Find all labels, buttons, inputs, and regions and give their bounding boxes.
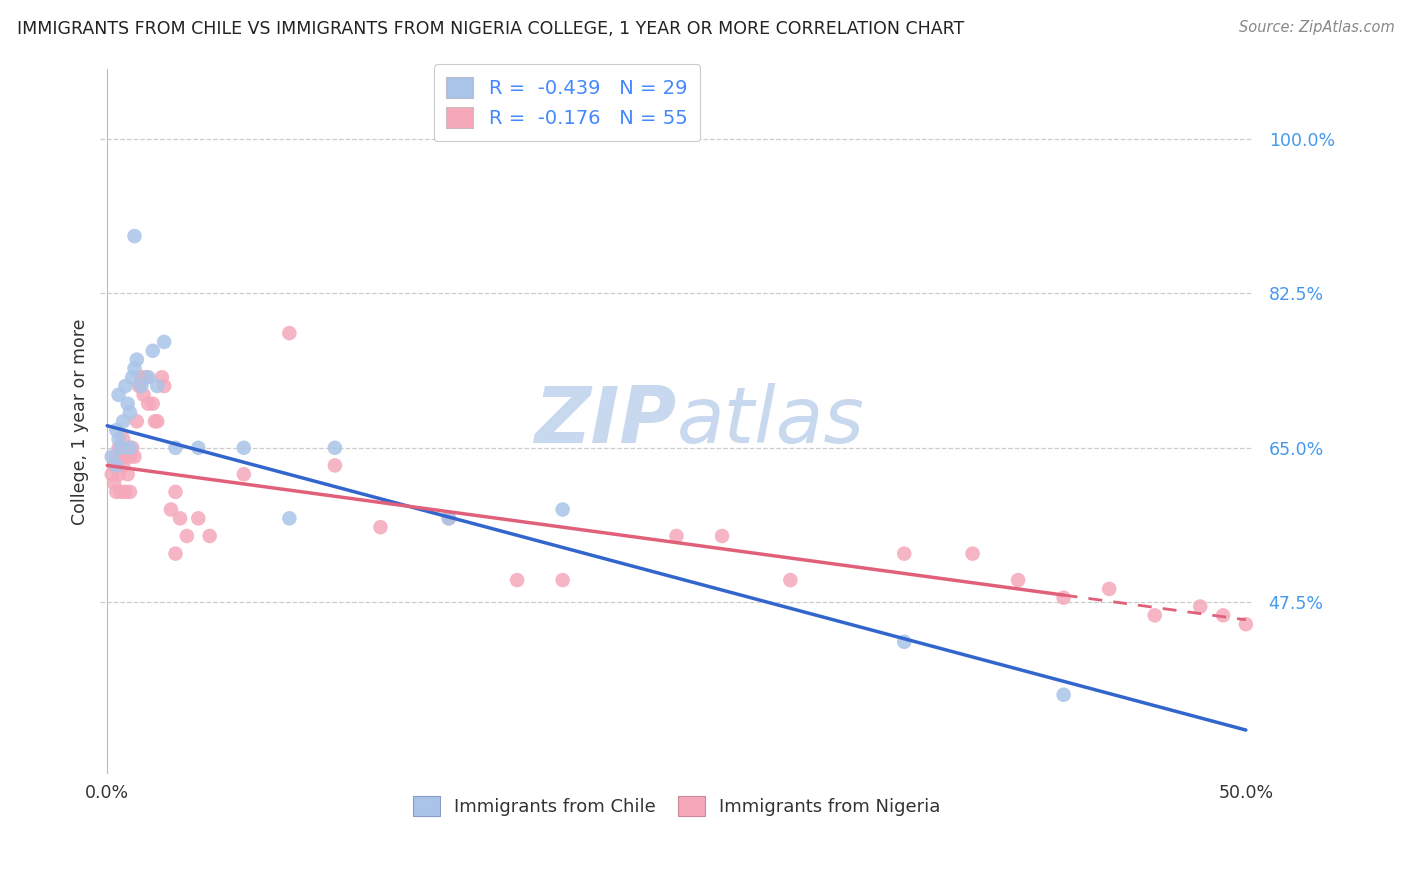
Point bbox=[121, 441, 143, 455]
Point bbox=[135, 370, 157, 384]
Point bbox=[112, 432, 135, 446]
Point bbox=[131, 370, 153, 384]
Point bbox=[112, 458, 135, 473]
Point bbox=[506, 573, 529, 587]
Point bbox=[198, 529, 221, 543]
Point bbox=[124, 361, 146, 376]
Point bbox=[323, 458, 346, 473]
Point bbox=[107, 432, 129, 446]
Point bbox=[150, 370, 173, 384]
Point bbox=[779, 573, 801, 587]
Point bbox=[110, 441, 132, 455]
Point bbox=[114, 484, 136, 499]
Point bbox=[124, 450, 146, 464]
Point bbox=[136, 397, 159, 411]
Point bbox=[136, 370, 159, 384]
Point bbox=[146, 379, 169, 393]
Point bbox=[153, 334, 176, 349]
Point bbox=[118, 450, 141, 464]
Text: Source: ZipAtlas.com: Source: ZipAtlas.com bbox=[1239, 20, 1395, 35]
Point bbox=[100, 450, 122, 464]
Point bbox=[110, 484, 132, 499]
Legend: Immigrants from Chile, Immigrants from Nigeria: Immigrants from Chile, Immigrants from N… bbox=[404, 787, 949, 825]
Point bbox=[278, 511, 301, 525]
Point bbox=[165, 441, 187, 455]
Point bbox=[110, 450, 132, 464]
Point bbox=[1212, 608, 1234, 623]
Point bbox=[124, 229, 146, 244]
Point bbox=[121, 370, 143, 384]
Point bbox=[1234, 617, 1257, 632]
Point bbox=[105, 484, 128, 499]
Point bbox=[118, 405, 141, 419]
Point bbox=[1053, 688, 1076, 702]
Point bbox=[114, 379, 136, 393]
Point bbox=[278, 326, 301, 340]
Point bbox=[551, 573, 574, 587]
Point bbox=[103, 476, 125, 491]
Text: IMMIGRANTS FROM CHILE VS IMMIGRANTS FROM NIGERIA COLLEGE, 1 YEAR OR MORE CORRELA: IMMIGRANTS FROM CHILE VS IMMIGRANTS FROM… bbox=[17, 20, 965, 37]
Point bbox=[1189, 599, 1212, 614]
Point bbox=[323, 441, 346, 455]
Point bbox=[437, 511, 460, 525]
Point bbox=[142, 397, 165, 411]
Point bbox=[100, 467, 122, 482]
Point bbox=[165, 484, 187, 499]
Point bbox=[105, 423, 128, 437]
Point bbox=[105, 450, 128, 464]
Point bbox=[125, 414, 148, 428]
Point bbox=[131, 379, 153, 393]
Point bbox=[143, 414, 166, 428]
Point bbox=[132, 388, 155, 402]
Point bbox=[169, 511, 191, 525]
Point bbox=[176, 529, 198, 543]
Point bbox=[142, 343, 165, 358]
Point bbox=[125, 352, 148, 367]
Y-axis label: College, 1 year or more: College, 1 year or more bbox=[72, 318, 89, 524]
Point bbox=[551, 502, 574, 516]
Point bbox=[103, 458, 125, 473]
Point bbox=[893, 635, 915, 649]
Point bbox=[962, 547, 984, 561]
Point bbox=[187, 511, 209, 525]
Point bbox=[128, 379, 150, 393]
Point bbox=[1007, 573, 1029, 587]
Text: ZIP: ZIP bbox=[534, 384, 676, 459]
Point bbox=[153, 379, 176, 393]
Point bbox=[1053, 591, 1076, 605]
Point bbox=[893, 547, 915, 561]
Point bbox=[665, 529, 688, 543]
Point bbox=[112, 414, 135, 428]
Point bbox=[437, 511, 460, 525]
Point bbox=[105, 458, 128, 473]
Point bbox=[232, 441, 254, 455]
Point bbox=[114, 450, 136, 464]
Point bbox=[117, 467, 139, 482]
Point bbox=[118, 484, 141, 499]
Point bbox=[118, 441, 141, 455]
Point bbox=[107, 441, 129, 455]
Point bbox=[1143, 608, 1166, 623]
Text: atlas: atlas bbox=[676, 384, 865, 459]
Point bbox=[107, 467, 129, 482]
Point bbox=[117, 397, 139, 411]
Point bbox=[165, 547, 187, 561]
Point bbox=[370, 520, 392, 534]
Point bbox=[146, 414, 169, 428]
Point bbox=[187, 441, 209, 455]
Point bbox=[107, 388, 129, 402]
Point bbox=[232, 467, 254, 482]
Point bbox=[160, 502, 183, 516]
Point bbox=[711, 529, 734, 543]
Point bbox=[1098, 582, 1121, 596]
